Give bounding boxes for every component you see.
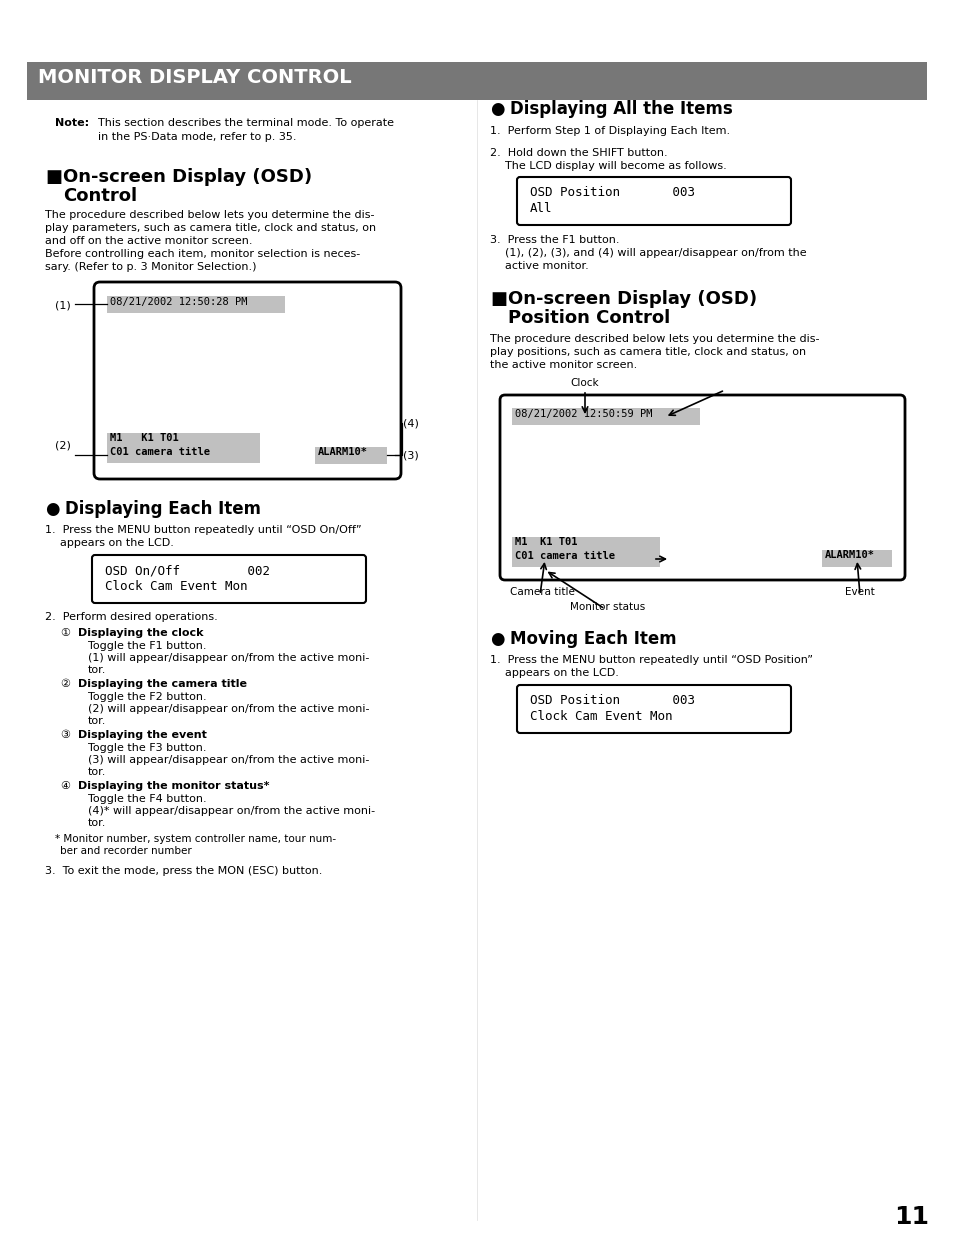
Text: M1   K1 T01: M1 K1 T01 — [110, 433, 178, 443]
FancyBboxPatch shape — [91, 555, 366, 602]
Text: OSD Position       003: OSD Position 003 — [530, 186, 695, 199]
Text: Moving Each Item: Moving Each Item — [510, 630, 676, 648]
Text: Displaying the event: Displaying the event — [78, 730, 207, 740]
Text: ●: ● — [490, 100, 504, 118]
Text: 1.  Perform Step 1 of Displaying Each Item.: 1. Perform Step 1 of Displaying Each Ite… — [490, 126, 729, 136]
Text: ②: ② — [60, 679, 70, 689]
Text: (3): (3) — [402, 452, 418, 461]
Text: Position Control: Position Control — [507, 309, 670, 327]
Text: Toggle the F3 button.: Toggle the F3 button. — [88, 743, 206, 753]
Text: ALARM10*: ALARM10* — [317, 447, 368, 456]
Text: ●: ● — [45, 500, 59, 518]
Text: ①: ① — [60, 628, 70, 638]
Text: 2.  Perform desired operations.: 2. Perform desired operations. — [45, 612, 217, 622]
Text: appears on the LCD.: appears on the LCD. — [60, 538, 173, 548]
Text: Clock Cam Event Mon: Clock Cam Event Mon — [530, 710, 672, 722]
Text: ●: ● — [490, 630, 504, 648]
Bar — [314, 447, 387, 464]
Text: Clock Cam Event Mon: Clock Cam Event Mon — [105, 580, 247, 593]
Text: 1.  Press the MENU button repeatedly until “OSD On/Off”: 1. Press the MENU button repeatedly unti… — [45, 524, 361, 534]
Text: ber and recorder number: ber and recorder number — [60, 846, 192, 856]
Text: Before controlling each item, monitor selection is neces-: Before controlling each item, monitor se… — [45, 249, 360, 259]
Text: ■: ■ — [45, 168, 62, 186]
Text: tor.: tor. — [88, 767, 107, 777]
Bar — [27, 62, 926, 100]
Text: 08/21/2002 12:50:59 PM: 08/21/2002 12:50:59 PM — [515, 409, 652, 419]
Text: C01 camera title: C01 camera title — [515, 550, 615, 562]
FancyBboxPatch shape — [94, 282, 400, 479]
Bar — [107, 433, 260, 463]
Text: Toggle the F4 button.: Toggle the F4 button. — [88, 794, 207, 804]
Text: 08/21/2002 12:50:28 PM: 08/21/2002 12:50:28 PM — [110, 297, 247, 307]
Text: ALARM10*: ALARM10* — [824, 550, 874, 560]
Text: MONITOR DISPLAY CONTROL: MONITOR DISPLAY CONTROL — [38, 68, 352, 87]
FancyBboxPatch shape — [517, 177, 790, 225]
Text: * Monitor number, system controller name, tour num-: * Monitor number, system controller name… — [55, 834, 335, 844]
Text: This section describes the terminal mode. To operate: This section describes the terminal mode… — [98, 118, 394, 127]
Text: 3.  Press the F1 button.: 3. Press the F1 button. — [490, 235, 618, 245]
Text: the active monitor screen.: the active monitor screen. — [490, 360, 637, 370]
Text: play parameters, such as camera title, clock and status, on: play parameters, such as camera title, c… — [45, 223, 375, 233]
Text: appears on the LCD.: appears on the LCD. — [504, 668, 618, 678]
Text: tor.: tor. — [88, 818, 107, 828]
Text: ③: ③ — [60, 730, 70, 740]
Text: Displaying Each Item: Displaying Each Item — [65, 500, 261, 518]
Text: (4): (4) — [402, 418, 418, 428]
Text: Monitor status: Monitor status — [569, 602, 644, 612]
Text: OSD Position       003: OSD Position 003 — [530, 694, 695, 708]
Text: (4)* will appear/disappear on/from the active moni-: (4)* will appear/disappear on/from the a… — [88, 807, 375, 816]
Text: (1) will appear/disappear on/from the active moni-: (1) will appear/disappear on/from the ac… — [88, 653, 369, 663]
Text: Control: Control — [63, 187, 137, 205]
Text: active monitor.: active monitor. — [504, 261, 588, 271]
Text: (1), (2), (3), and (4) will appear/disappear on/from the: (1), (2), (3), and (4) will appear/disap… — [504, 247, 806, 259]
Text: Clock: Clock — [570, 379, 598, 388]
Text: ④: ④ — [60, 781, 70, 790]
Text: Event: Event — [844, 588, 874, 597]
Text: tor.: tor. — [88, 716, 107, 726]
Bar — [512, 537, 659, 567]
Text: sary. (Refer to p. 3 Monitor Selection.): sary. (Refer to p. 3 Monitor Selection.) — [45, 262, 256, 272]
Text: (2): (2) — [55, 442, 71, 452]
Text: Displaying the camera title: Displaying the camera title — [78, 679, 247, 689]
Text: (1): (1) — [55, 301, 71, 310]
Text: ■: ■ — [490, 289, 506, 308]
Text: Displaying the monitor status*: Displaying the monitor status* — [78, 781, 269, 790]
Text: The procedure described below lets you determine the dis-: The procedure described below lets you d… — [490, 334, 819, 344]
Text: The procedure described below lets you determine the dis-: The procedure described below lets you d… — [45, 210, 375, 220]
FancyBboxPatch shape — [517, 685, 790, 734]
Text: (3) will appear/disappear on/from the active moni-: (3) will appear/disappear on/from the ac… — [88, 755, 369, 764]
Bar — [821, 550, 891, 567]
Text: The LCD display will become as follows.: The LCD display will become as follows. — [504, 161, 726, 171]
Text: 11: 11 — [894, 1205, 928, 1230]
Text: and off on the active monitor screen.: and off on the active monitor screen. — [45, 236, 253, 246]
Text: Toggle the F1 button.: Toggle the F1 button. — [88, 641, 206, 651]
Text: On-screen Display (OSD): On-screen Display (OSD) — [507, 289, 757, 308]
Bar — [107, 296, 285, 313]
Text: 2.  Hold down the SHIFT button.: 2. Hold down the SHIFT button. — [490, 148, 667, 158]
Text: tor.: tor. — [88, 666, 107, 675]
Text: 3.  To exit the mode, press the MON (ESC) button.: 3. To exit the mode, press the MON (ESC)… — [45, 866, 322, 876]
Text: Note:: Note: — [55, 118, 89, 127]
Bar — [512, 408, 700, 426]
FancyBboxPatch shape — [499, 395, 904, 580]
Text: in the PS·Data mode, refer to p. 35.: in the PS·Data mode, refer to p. 35. — [98, 132, 296, 142]
Text: play positions, such as camera title, clock and status, on: play positions, such as camera title, cl… — [490, 348, 805, 357]
Text: Camera title: Camera title — [510, 588, 575, 597]
Text: Displaying All the Items: Displaying All the Items — [510, 100, 732, 118]
Text: C01 camera title: C01 camera title — [110, 447, 210, 456]
Text: On-screen Display (OSD): On-screen Display (OSD) — [63, 168, 312, 186]
Text: All: All — [530, 202, 552, 215]
Text: OSD On/Off         002: OSD On/Off 002 — [105, 564, 270, 576]
Text: M1  K1 T01: M1 K1 T01 — [515, 537, 577, 547]
Text: 1.  Press the MENU button repeatedly until “OSD Position”: 1. Press the MENU button repeatedly unti… — [490, 656, 812, 666]
Text: Displaying the clock: Displaying the clock — [78, 628, 203, 638]
Text: (2) will appear/disappear on/from the active moni-: (2) will appear/disappear on/from the ac… — [88, 704, 369, 714]
Text: Toggle the F2 button.: Toggle the F2 button. — [88, 691, 207, 703]
